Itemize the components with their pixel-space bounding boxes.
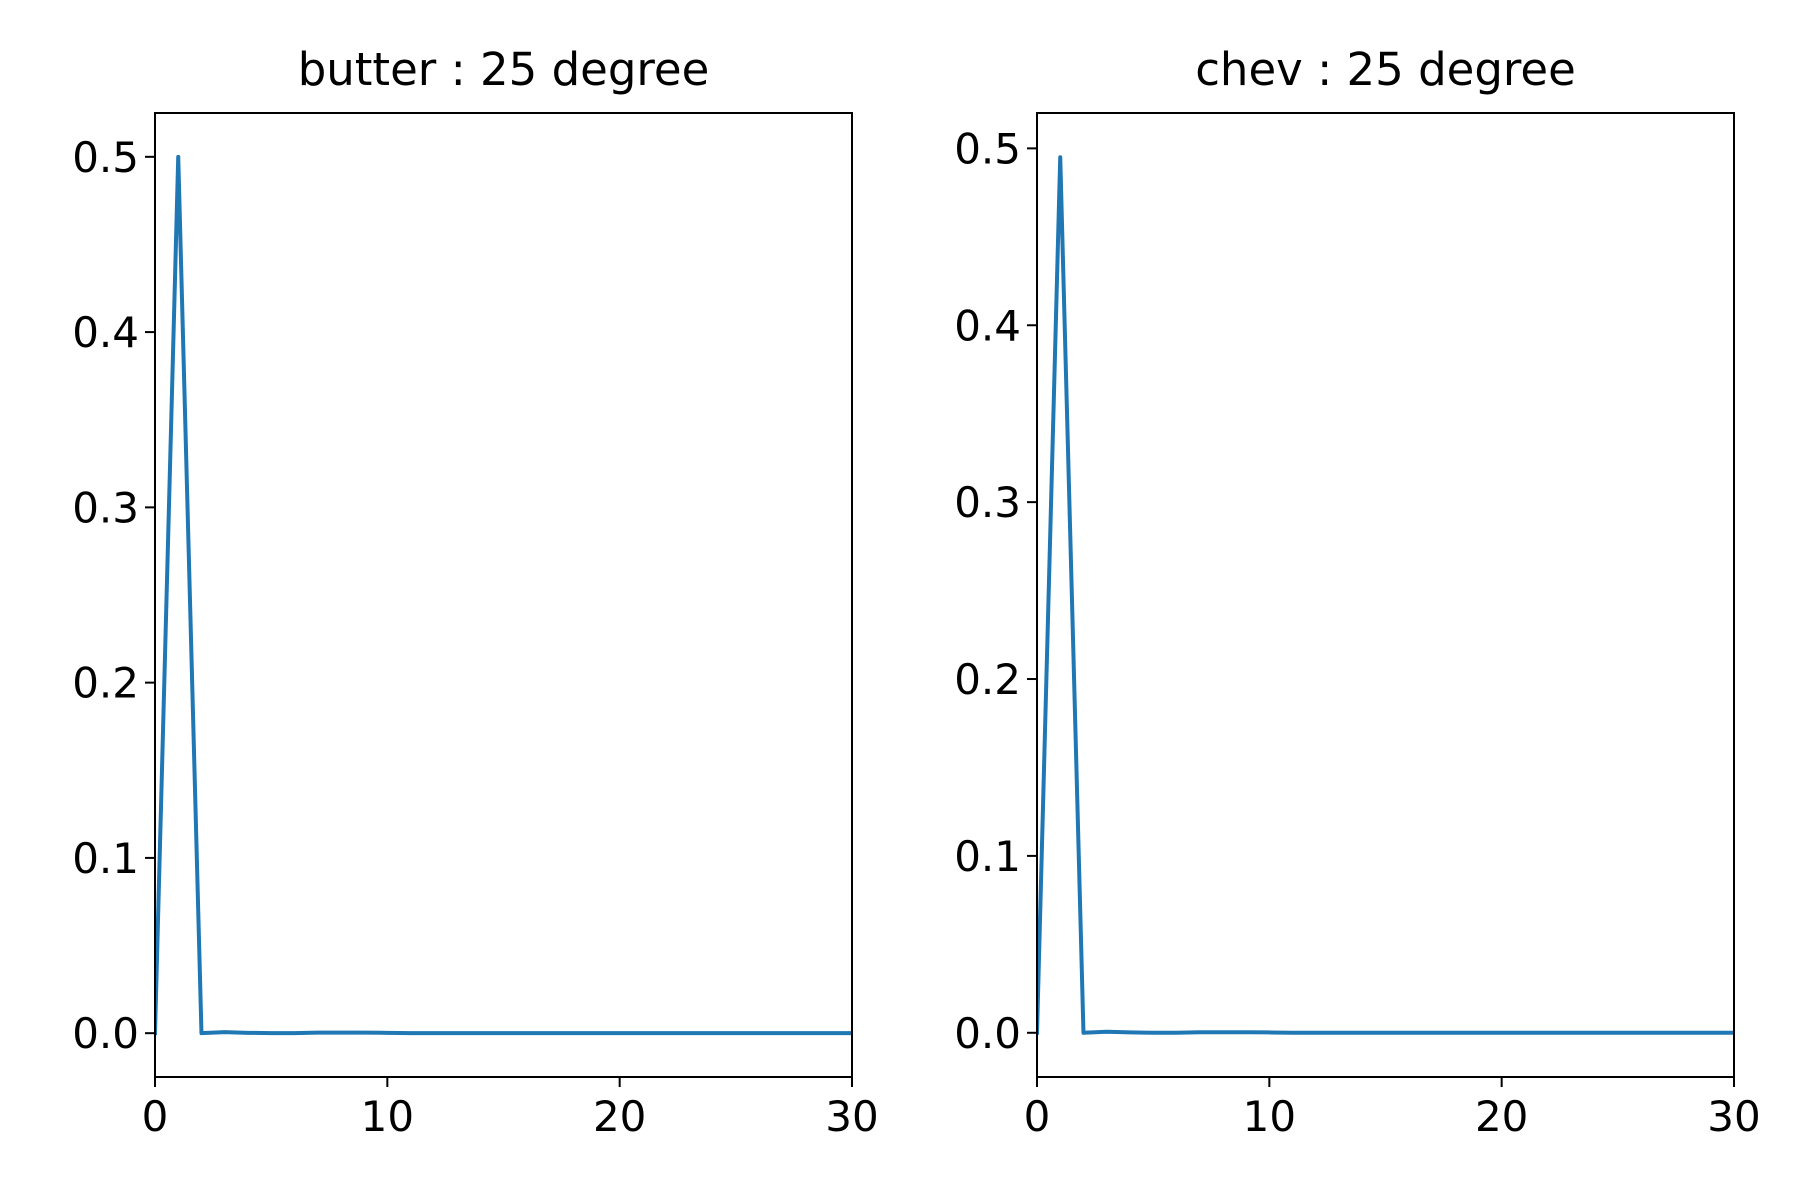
x-tick-label: 20 xyxy=(1475,1092,1528,1141)
y-tick-label: 0.1 xyxy=(954,832,1021,881)
series-line xyxy=(1037,155,1734,1035)
x-tick-label: 10 xyxy=(361,1092,414,1141)
y-tick-label: 0.2 xyxy=(954,655,1021,704)
x-tick-label: 30 xyxy=(825,1092,878,1141)
x-tick-label: 20 xyxy=(593,1092,646,1141)
y-tick-label: 0.5 xyxy=(72,133,139,182)
y-tick-label: 0.0 xyxy=(72,1009,139,1058)
axes-frame xyxy=(154,112,853,1078)
y-tick-label: 0.4 xyxy=(954,301,1021,350)
y-tick-label: 0.3 xyxy=(72,483,139,532)
y-tick-label: 0.3 xyxy=(954,478,1021,527)
x-tick-label: 0 xyxy=(1024,1092,1051,1141)
chart-title: butter : 25 degree xyxy=(298,43,710,96)
chart-right: chev : 25 degree 0 10 20 30 0.0 0.1 0.2 0.3 0.4 0.… xyxy=(954,43,1761,1141)
y-tick-label: 0.1 xyxy=(72,834,139,883)
y-tick-label: 0.4 xyxy=(72,308,139,357)
chart-left: butter : 25 degree 0 10 20 30 0.0 0.1 0.2 0.3 0.4… xyxy=(72,43,879,1141)
chart-title: chev : 25 degree xyxy=(1195,43,1576,96)
y-tick-label: 0.2 xyxy=(72,659,139,708)
y-tick-label: 0.5 xyxy=(954,124,1021,173)
x-tick-label: 30 xyxy=(1707,1092,1760,1141)
x-tick-label: 0 xyxy=(142,1092,169,1141)
y-tick-label: 0.0 xyxy=(954,1009,1021,1058)
x-tick-label: 10 xyxy=(1243,1092,1296,1141)
axes-frame xyxy=(1036,112,1735,1078)
series-line xyxy=(155,154,852,1036)
